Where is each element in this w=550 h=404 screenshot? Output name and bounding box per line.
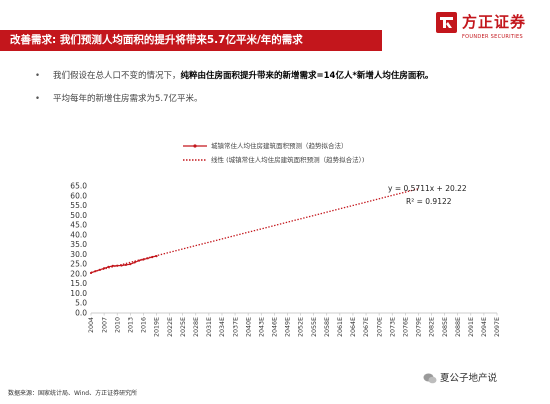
bullet-dot-icon: • bbox=[35, 71, 41, 81]
data-point bbox=[155, 255, 158, 258]
bullet-item: • 我们假设在总人口不变的情况下，纯粹由住房面积提升带来的新增需求=14亿人*新… bbox=[35, 70, 535, 82]
y-tick-label: 55.0 bbox=[70, 201, 87, 210]
bullet-list: • 我们假设在总人口不变的情况下，纯粹由住房面积提升带来的新增需求=14亿人*新… bbox=[35, 70, 535, 116]
y-tick-label: 65.0 bbox=[70, 182, 87, 191]
brand-english-name: FOUNDER SECURITIES bbox=[462, 34, 523, 40]
x-tick-label: 2034E bbox=[219, 317, 226, 337]
data-point bbox=[142, 258, 145, 261]
x-tick-label: 2016 bbox=[141, 317, 148, 333]
y-tick-label: 0.0 bbox=[75, 309, 87, 318]
x-tick-label: 2049E bbox=[285, 317, 292, 337]
data-point bbox=[129, 263, 132, 266]
data-point bbox=[133, 261, 136, 264]
x-tick-label: 2079E bbox=[416, 317, 423, 337]
x-tick-label: 2040E bbox=[245, 317, 252, 337]
bullet-text: 平均每年的新增住房需求为5.7亿平米。 bbox=[53, 94, 203, 104]
r-squared-label: R² = 0.9122 bbox=[406, 197, 452, 206]
x-tick-label: 2022E bbox=[167, 317, 174, 337]
legend-label: 城镇常住人均住房建筑面积预测（趋势拟合法） bbox=[211, 142, 348, 150]
data-point bbox=[116, 264, 119, 267]
line-chart: 0.05.010.015.020.025.030.035.040.045.050… bbox=[70, 182, 501, 338]
watermark: 夏公子地产说 bbox=[423, 370, 497, 384]
data-point bbox=[124, 263, 128, 267]
x-tick-label: 2055E bbox=[311, 317, 318, 337]
x-tick-label: 2094E bbox=[481, 317, 488, 337]
x-tick-label: 2064E bbox=[350, 317, 357, 337]
y-tick-label: 20.0 bbox=[70, 269, 87, 278]
x-tick-label: 2088E bbox=[455, 317, 462, 337]
x-tick-label: 2058E bbox=[324, 317, 331, 337]
x-tick-label: 2013 bbox=[127, 317, 134, 333]
data-point bbox=[102, 267, 106, 270]
x-tick-label: 2073E bbox=[389, 317, 396, 337]
x-tick-label: 2028E bbox=[193, 317, 200, 337]
y-tick-label: 30.0 bbox=[70, 250, 87, 259]
wechat-icon bbox=[423, 373, 437, 384]
x-tick-label: 2004 bbox=[88, 317, 95, 333]
x-tick-label: 2052E bbox=[298, 317, 305, 337]
x-tick-label: 2043E bbox=[258, 317, 265, 337]
x-tick-label: 2037E bbox=[232, 317, 239, 337]
x-tick-label: 2097E bbox=[494, 317, 501, 337]
x-tick-label: 2019E bbox=[154, 317, 161, 337]
y-tick-label: 50.0 bbox=[70, 211, 87, 220]
y-tick-label: 45.0 bbox=[70, 221, 87, 230]
y-tick-label: 60.0 bbox=[70, 191, 87, 200]
series-line bbox=[90, 255, 157, 274]
y-tick-label: 25.0 bbox=[70, 260, 87, 269]
x-tick-label: 2085E bbox=[442, 317, 449, 337]
data-point bbox=[107, 265, 110, 268]
x-tick-label: 2082E bbox=[429, 317, 436, 337]
x-tick-label: 2061E bbox=[337, 317, 344, 337]
bullet-bold-text: 纯粹由住房面积提升带来的新增需求=14亿人*新增人均住房面积。 bbox=[180, 71, 434, 81]
source-footnote: 数据来源：国家统计局、Wind、方正证券研究所 bbox=[8, 390, 138, 397]
data-point bbox=[89, 271, 93, 275]
y-tick-label: 10.0 bbox=[70, 289, 87, 298]
x-tick-label: 2046E bbox=[272, 317, 279, 337]
slide-header: 改善需求: 我们预测人均面积的提升将带来5.7亿平米/年的需求 方正证券 FOU… bbox=[0, 0, 550, 51]
data-point bbox=[120, 264, 123, 267]
bullet-dot-icon: • bbox=[35, 94, 41, 104]
x-tick-label: 2010 bbox=[114, 317, 121, 333]
data-point bbox=[98, 268, 101, 271]
x-tick-label: 2025E bbox=[180, 317, 187, 337]
brand-logo: 方正证券 FOUNDER SECURITIES bbox=[436, 12, 546, 48]
data-point bbox=[111, 264, 114, 268]
y-tick-label: 40.0 bbox=[70, 230, 87, 239]
x-tick-label: 2067E bbox=[363, 317, 370, 337]
data-point bbox=[94, 270, 97, 273]
brand-name: 方正证券 bbox=[462, 13, 527, 31]
x-tick-label: 2031E bbox=[206, 317, 213, 337]
title-bar: 改善需求: 我们预测人均面积的提升将带来5.7亿平米/年的需求 bbox=[0, 30, 382, 51]
x-tick-label: 2091E bbox=[468, 317, 475, 337]
y-tick-label: 5.0 bbox=[75, 299, 87, 308]
x-tick-label: 2070E bbox=[376, 317, 383, 337]
x-tick-label: 2076E bbox=[403, 317, 410, 337]
data-point bbox=[137, 259, 141, 262]
founder-logo-icon bbox=[436, 12, 457, 33]
y-tick-label: 35.0 bbox=[70, 240, 87, 249]
regression-equation: y = 0.5711x + 20.22 bbox=[388, 184, 467, 193]
trend-line bbox=[90, 188, 419, 274]
legend-dotted-line-icon bbox=[183, 159, 207, 161]
data-point bbox=[146, 257, 149, 260]
watermark-text: 夏公子地产说 bbox=[440, 373, 498, 384]
y-tick-label: 15.0 bbox=[70, 279, 87, 288]
legend-solid-line-icon bbox=[183, 144, 207, 148]
data-point bbox=[151, 256, 154, 259]
slide-title: 改善需求: 我们预测人均面积的提升将带来5.7亿平米/年的需求 bbox=[10, 34, 303, 46]
x-tick-label: 2007 bbox=[101, 317, 108, 333]
bullet-item: • 平均每年的新增住房需求为5.7亿平米。 bbox=[35, 93, 535, 105]
legend-label: 线性 (城镇常住人均住房建筑面积预测（趋势拟合法）) bbox=[211, 156, 365, 164]
bullet-text: 我们假设在总人口不变的情况下， bbox=[53, 71, 181, 81]
